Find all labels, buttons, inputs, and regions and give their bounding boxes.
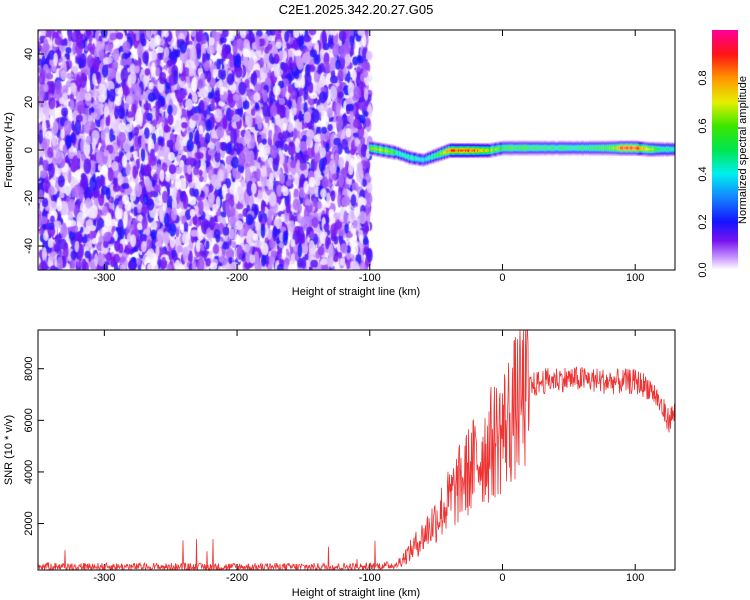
top-plot-frame <box>37 29 676 271</box>
top-xlabel: Height of straight line (km) <box>292 286 420 298</box>
top-ytick-label: -40 <box>23 238 35 254</box>
bottom-xtick-label: 0 <box>499 572 505 584</box>
bottom-ytick-label: 6000 <box>23 408 35 432</box>
bottom-ytick-label: 4000 <box>23 460 35 484</box>
top-xtick-label: -100 <box>359 272 381 284</box>
colorbar-tick-label: 0.0 <box>697 262 709 277</box>
bottom-ylabel: SNR (10 * v/v) <box>3 415 15 485</box>
bottom-ytick-label: 2000 <box>23 511 35 535</box>
spectrogram-heatmap <box>38 30 675 270</box>
top-ytick-label: -20 <box>23 190 35 206</box>
bottom-xtick-label: -300 <box>93 572 115 584</box>
bottom-plot-frame <box>37 329 676 571</box>
top-ytick-label: 20 <box>23 96 35 108</box>
top-xtick-label: 0 <box>499 272 505 284</box>
top-xtick-label: -300 <box>93 272 115 284</box>
colorbar-tick-label: 0.2 <box>697 214 709 229</box>
top-ytick-label: 40 <box>23 48 35 60</box>
bottom-xtick-label: -200 <box>226 572 248 584</box>
colorbar-tick-label: 0.6 <box>697 118 709 133</box>
colorbar <box>712 30 738 270</box>
top-xtick-label: 100 <box>626 272 644 284</box>
colorbar-label: Normalized spectral amplitude <box>737 76 749 224</box>
colorbar-tick-label: 0.4 <box>697 166 709 181</box>
top-ylabel: Frequency (Hz) <box>3 112 15 188</box>
snr-line <box>37 329 676 572</box>
top-xtick-label: -200 <box>226 272 248 284</box>
bottom-ytick-label: 8000 <box>23 356 35 380</box>
top-ytick-label: 0 <box>23 147 35 153</box>
chart-title: C2E1.2025.342.20.27.G05 <box>279 2 434 17</box>
bottom-xtick-label: 100 <box>626 572 644 584</box>
bottom-xtick-label: -100 <box>359 572 381 584</box>
colorbar-tick-label: 0.8 <box>697 70 709 85</box>
bottom-xlabel: Height of straight line (km) <box>292 587 420 599</box>
